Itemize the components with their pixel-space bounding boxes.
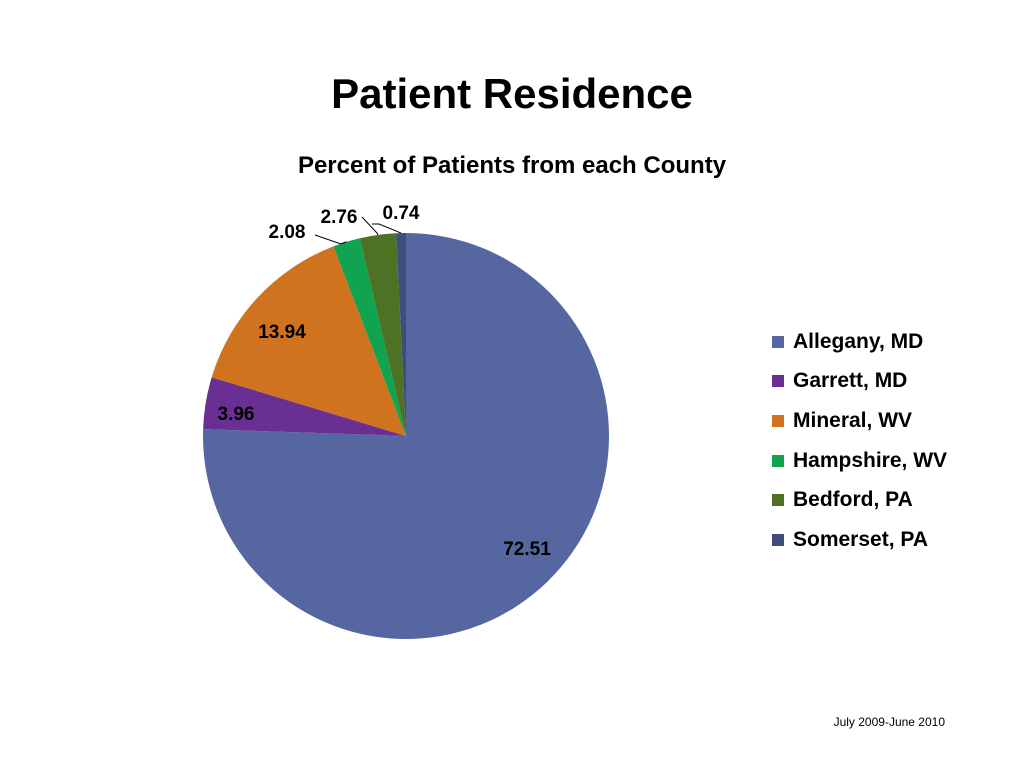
legend-swatch — [772, 415, 784, 427]
legend-item: Bedford, PA — [772, 480, 947, 520]
legend-item: Allegany, MD — [772, 322, 947, 362]
legend-swatch — [772, 375, 784, 387]
legend-swatch — [772, 336, 784, 348]
leader-line — [315, 235, 347, 244]
legend-label: Allegany, MD — [793, 330, 923, 354]
date-range-footnote: July 2009-June 2010 — [834, 715, 945, 729]
legend-label: Garrett, MD — [793, 369, 907, 393]
chart-legend: Allegany, MD Garrett, MD Mineral, WV Hampsh… — [772, 322, 947, 560]
data-label: 2.08 — [269, 222, 306, 243]
legend-item: Mineral, WV — [772, 401, 947, 441]
legend-label: Mineral, WV — [793, 409, 912, 433]
legend-label: Hampshire, WV — [793, 449, 947, 473]
legend-swatch — [772, 494, 784, 506]
data-label: 3.96 — [218, 404, 255, 425]
legend-swatch — [772, 455, 784, 467]
legend-swatch — [772, 534, 784, 546]
data-label: 0.74 — [383, 203, 420, 224]
legend-label: Somerset, PA — [793, 528, 928, 552]
data-label: 13.94 — [258, 322, 306, 343]
legend-item: Garrett, MD — [772, 362, 947, 402]
legend-label: Bedford, PA — [793, 488, 913, 512]
legend-item: Hampshire, WV — [772, 441, 947, 481]
leader-line — [362, 217, 378, 235]
legend-item: Somerset, PA — [772, 520, 947, 560]
data-label: 2.76 — [321, 207, 358, 228]
data-label: 72.51 — [503, 539, 551, 560]
